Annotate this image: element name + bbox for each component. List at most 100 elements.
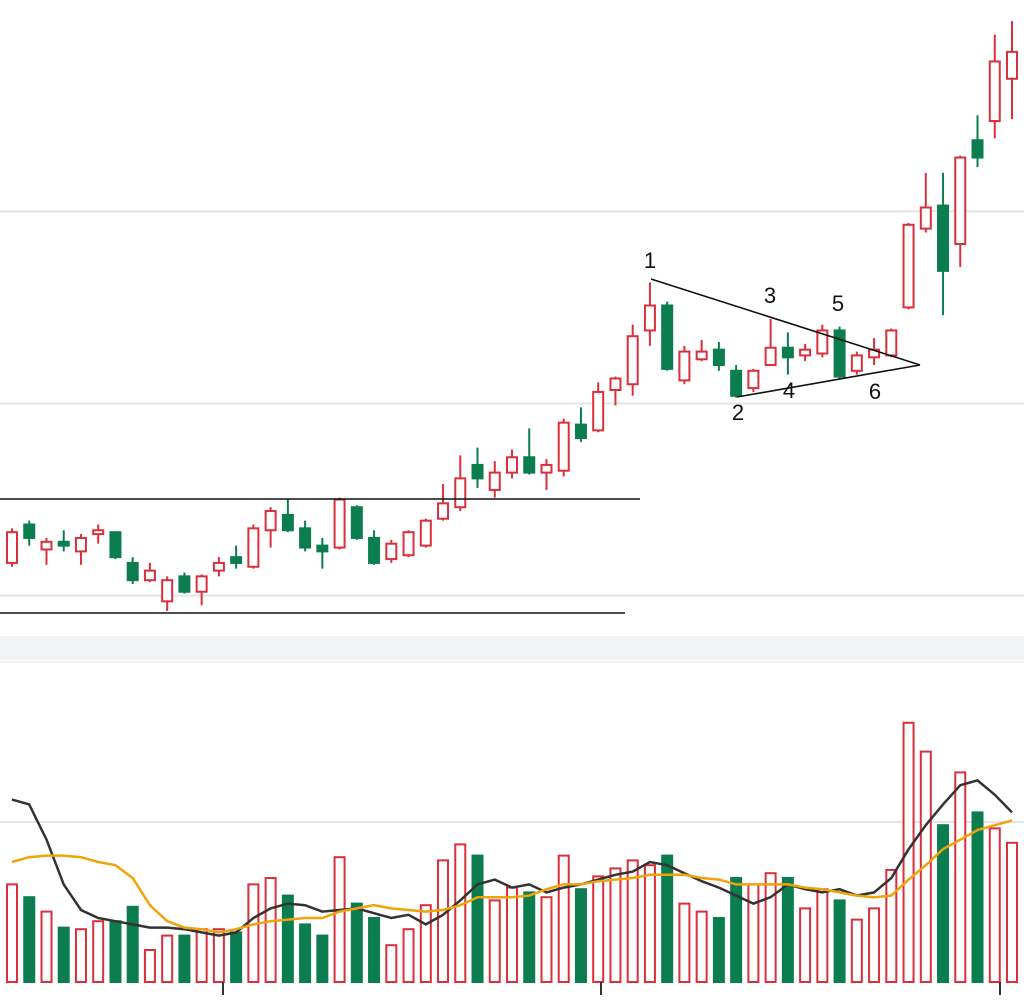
volume-bar (143, 949, 156, 983)
candle-body (592, 390, 605, 432)
candle-body (695, 350, 708, 361)
pane-separator (0, 636, 1024, 660)
volume-bar (678, 902, 691, 983)
volume-bar (781, 877, 794, 983)
volume-bar (350, 902, 363, 983)
candle-body (747, 369, 760, 390)
volume-bar (695, 910, 708, 983)
triangle-upper (650, 278, 921, 366)
volume-bar (74, 928, 87, 984)
volume-bar (712, 917, 725, 983)
candle-body (299, 527, 312, 549)
triangle-lower (736, 364, 921, 398)
volume-bar (799, 907, 812, 984)
volume-bar (626, 859, 639, 984)
candle-body (368, 536, 381, 564)
candle-body (506, 456, 518, 474)
volume-bar (212, 928, 225, 984)
volume-bar (850, 918, 863, 983)
candle-body (402, 531, 415, 557)
volume-bar (643, 864, 656, 984)
candle-body (212, 561, 225, 572)
time-ticks (222, 982, 1001, 995)
candle-body (937, 204, 950, 272)
volume-bar (523, 891, 536, 984)
volume-bar (126, 905, 139, 983)
candle-body (557, 421, 570, 472)
volume-bar (419, 904, 432, 984)
volume-bar (402, 928, 415, 984)
volume-bar (230, 931, 243, 984)
candle-body (126, 561, 139, 582)
volume-bar (109, 920, 122, 984)
pattern-point-label: 1 (644, 248, 656, 273)
price-pane (6, 21, 1018, 611)
candle-body (40, 540, 53, 551)
candle-body (954, 156, 967, 245)
candle-body (454, 477, 467, 509)
volume-bar (161, 934, 174, 983)
candle-body (523, 456, 536, 474)
volume-bar (454, 843, 467, 984)
candle-body (764, 346, 777, 367)
candle-body (574, 423, 587, 440)
moving-average-line (11, 779, 1013, 937)
volume-bar (57, 926, 70, 983)
volume-bar (868, 907, 881, 984)
candle-body (92, 529, 105, 536)
candle-body (626, 335, 639, 386)
trendlines (0, 278, 921, 614)
volume-bar (902, 721, 915, 983)
candle-body (885, 329, 898, 357)
candle-body (902, 223, 915, 309)
volume-bar (937, 824, 950, 984)
volume-bar (368, 917, 381, 983)
volume-bar (954, 771, 967, 984)
pattern-point-label: 5 (832, 291, 844, 316)
pattern-point-label: 3 (764, 283, 776, 308)
volume-bar (92, 920, 105, 984)
volume-bar (885, 869, 898, 983)
volume-bar (471, 854, 484, 983)
volume-bar (592, 875, 605, 984)
volume-pane (6, 721, 1018, 984)
volume-bar (281, 894, 294, 983)
volume-bar (178, 934, 191, 983)
volume-bar (437, 859, 450, 984)
candle-body (971, 139, 984, 159)
candle-body (6, 531, 18, 564)
candle-body (178, 575, 191, 593)
candle-body (488, 471, 501, 491)
grid (0, 210, 1024, 823)
volume-bar (264, 877, 277, 983)
candle-body (988, 60, 1001, 123)
pattern-point-label: 2 (732, 400, 744, 425)
candle-body (471, 463, 484, 480)
moving-average-line (11, 819, 1013, 934)
candle-body (385, 542, 398, 561)
pattern-point-label: 4 (783, 378, 795, 403)
volume-bar (661, 854, 674, 983)
volume-bar (247, 883, 260, 984)
candle-body (437, 502, 450, 520)
candle-body (23, 523, 36, 539)
volume-bar (574, 888, 587, 984)
volume-bar (6, 883, 18, 984)
candle-body (350, 506, 363, 539)
volume-bar (747, 883, 760, 984)
volume-bar (730, 877, 743, 983)
candle-body (1006, 50, 1018, 80)
candle-body (230, 556, 243, 564)
volume-bar (816, 888, 829, 984)
candle-body (161, 579, 174, 603)
candle-body (281, 513, 294, 532)
volume-bar (488, 899, 501, 984)
volume-bar (23, 896, 36, 984)
candle-body (316, 544, 329, 553)
candle-body (74, 536, 87, 553)
candle-body (816, 329, 829, 355)
volume-bar (299, 923, 312, 984)
candle-body (781, 346, 794, 359)
volume-bar (764, 872, 777, 984)
